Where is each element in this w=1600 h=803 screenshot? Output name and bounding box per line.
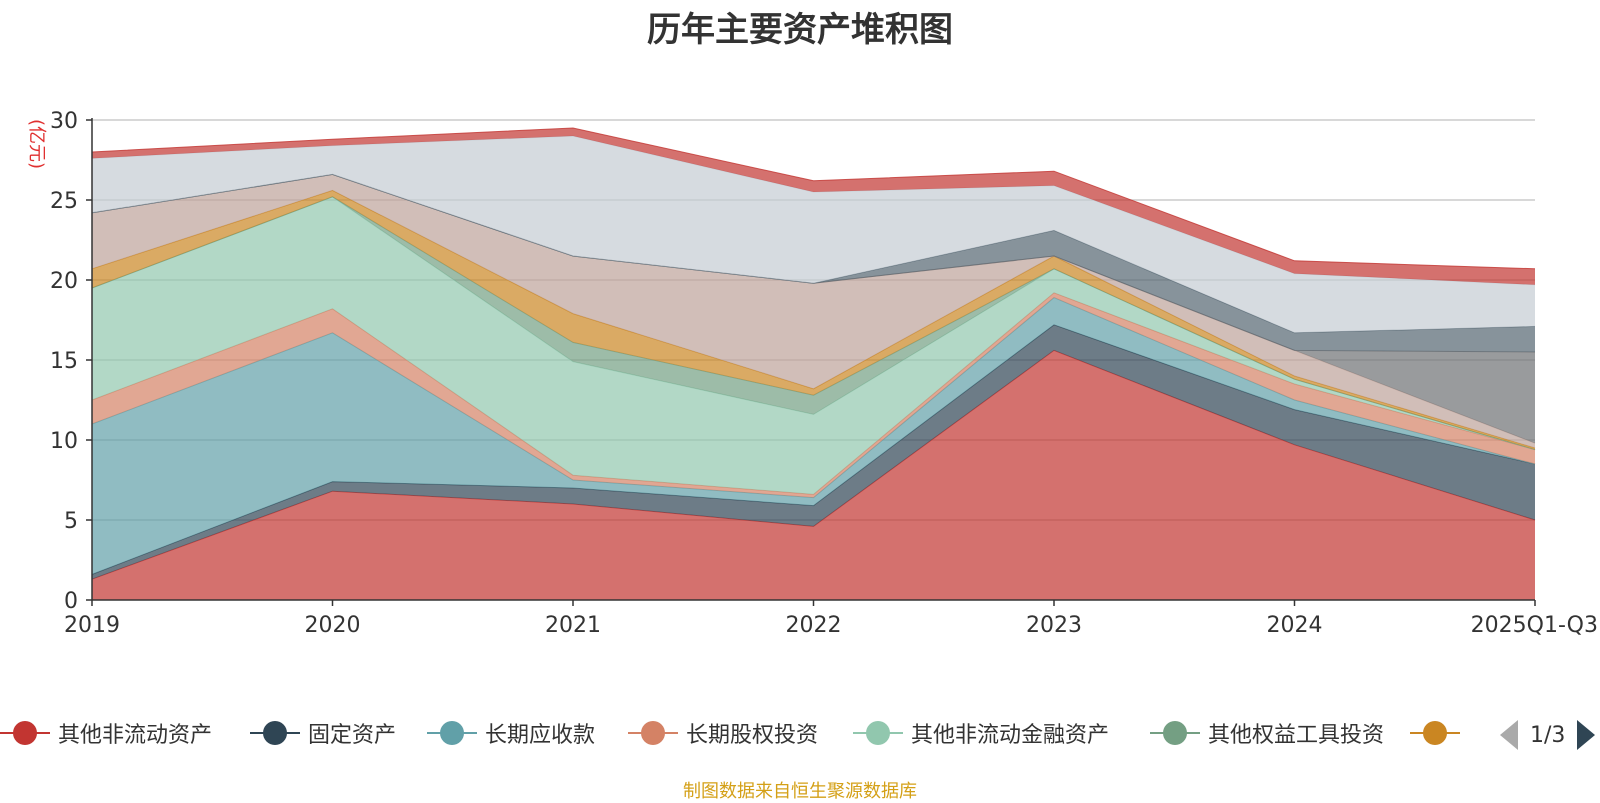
legend-label: 固定资产 xyxy=(308,723,397,748)
area-series xyxy=(91,127,1536,600)
area-series-4 xyxy=(92,292,1535,498)
area-series-6 xyxy=(92,196,1535,450)
area-series-3 xyxy=(92,297,1535,575)
legend-item[interactable]: 其他非流动金融资产 xyxy=(853,713,1109,753)
area-series-line-12 xyxy=(91,127,1536,270)
legend-label: 长期应收款 xyxy=(485,723,596,748)
legend-item[interactable]: 固定资产 xyxy=(250,713,396,753)
y-tick-label: 25 xyxy=(50,189,78,214)
legend-item[interactable]: 其他非流动资产 xyxy=(0,713,212,753)
legend-label: 其他权益工具投资 xyxy=(1208,723,1385,748)
y-tick-label: 10 xyxy=(50,429,78,454)
area-series-11 xyxy=(92,136,1535,333)
y-tick-label: 0 xyxy=(64,589,78,614)
data-source-note: 制图数据来自恒生聚源数据库 xyxy=(683,781,917,802)
area-series-1 xyxy=(92,350,1535,600)
legend-label: 长期股权投资 xyxy=(686,723,819,748)
x-tick-label: 2020 xyxy=(305,613,361,638)
legend-label: 其他非流动资产 xyxy=(58,723,213,748)
stacked-area-chart: 0 5 10 15 20 25 30 2019 2020 2021 2022 2023 2024 2025… xyxy=(26,109,1598,638)
area-series-8 xyxy=(92,174,1535,448)
legend-item[interactable] xyxy=(1410,713,1460,753)
legend-marker-icon xyxy=(250,721,300,745)
area-series-10 xyxy=(92,174,1535,352)
legend-page-indicator: 1/3 xyxy=(1530,722,1566,748)
legend-item[interactable]: 长期股权投资 xyxy=(628,713,818,753)
legend-marker-icon xyxy=(0,721,50,745)
x-tick-label: 2022 xyxy=(786,613,842,638)
y-tick-label: 15 xyxy=(50,349,78,374)
x-tick-label: 2019 xyxy=(64,613,120,638)
y-tick-label: 20 xyxy=(50,269,78,294)
legend: 其他非流动资产 固定资产 长期应收款 长期股权投资 其他非流动金融资产 其他权益工具投资 xyxy=(0,713,1600,753)
legend-marker-icon xyxy=(628,721,678,745)
x-tick-label: 2023 xyxy=(1026,613,1082,638)
legend-pager: 1/3 xyxy=(1500,718,1596,752)
x-tick-label: 2025Q1-Q3 xyxy=(1471,613,1598,638)
legend-marker-icon xyxy=(853,721,903,745)
legend-item[interactable]: 长期应收款 xyxy=(427,713,595,753)
area-series-2 xyxy=(92,324,1535,580)
legend-marker-icon xyxy=(427,721,477,745)
legend-marker-icon xyxy=(1150,721,1200,745)
legend-label: 其他非流动金融资产 xyxy=(911,723,1110,748)
area-series-7 xyxy=(92,190,1535,450)
x-tick-label: 2024 xyxy=(1267,613,1323,638)
area-series-12 xyxy=(92,128,1535,285)
legend-prev-icon[interactable] xyxy=(1500,720,1518,750)
x-tick-label: 2021 xyxy=(545,613,601,638)
legend-marker-icon xyxy=(1410,721,1460,745)
area-series-5 xyxy=(92,196,1535,495)
legend-next-icon[interactable] xyxy=(1577,720,1596,750)
axes: 0 5 10 15 20 25 30 2019 2020 2021 2022 2023 2024 2025… xyxy=(50,109,1598,638)
y-tick-label: 5 xyxy=(64,509,78,534)
y-axis-label: (亿元) xyxy=(26,119,47,169)
legend-item[interactable]: 其他权益工具投资 xyxy=(1150,713,1384,753)
y-tick-label: 30 xyxy=(50,109,78,134)
chart-title: 历年主要资产堆积图 xyxy=(647,10,953,50)
